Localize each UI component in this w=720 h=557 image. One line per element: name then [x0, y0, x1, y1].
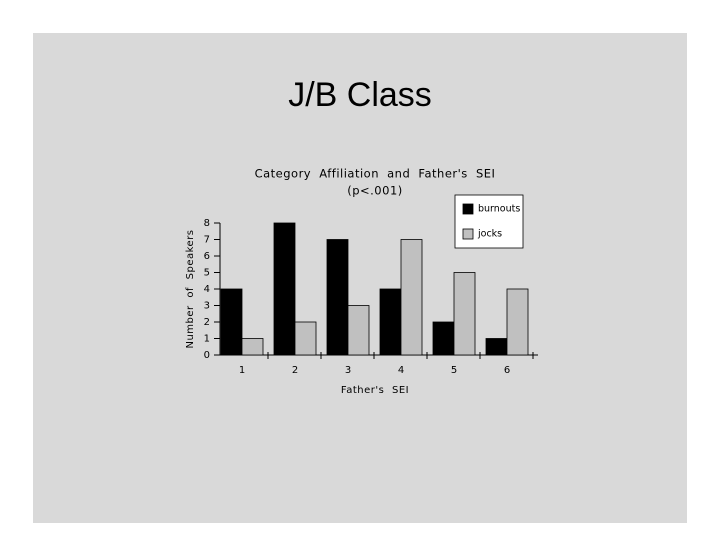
y-tick-label: 8 [204, 218, 210, 229]
bar [485, 338, 508, 356]
y-tick-label: 3 [204, 301, 210, 312]
x-tick-label: 6 [504, 365, 510, 376]
bar [241, 338, 264, 356]
y-tick-label: 0 [204, 350, 210, 361]
y-axis-label: Number of Speakers [185, 229, 196, 348]
legend-swatch [462, 203, 474, 215]
slide-title: J/B Class [288, 76, 432, 114]
bar [273, 222, 296, 356]
y-tick-label: 4 [204, 284, 210, 295]
slide [33, 33, 687, 523]
legend-label: burnouts [478, 204, 520, 215]
x-tick-label: 1 [239, 365, 245, 376]
x-tick-label: 3 [345, 365, 351, 376]
chart-subtitle: (p<.001) [347, 184, 403, 198]
bar [379, 288, 402, 356]
x-tick-label: 4 [398, 365, 404, 376]
bar [220, 288, 243, 356]
legend-label: jocks [477, 229, 502, 240]
y-tick-label: 1 [204, 334, 210, 345]
bar [506, 288, 529, 356]
bar [347, 305, 370, 356]
y-tick-label: 6 [204, 251, 210, 262]
bar [432, 321, 455, 356]
bar [326, 239, 349, 356]
bar [453, 272, 476, 356]
legend-swatch [462, 228, 474, 240]
y-tick-label: 7 [204, 235, 210, 246]
bar [400, 239, 423, 356]
chart-title: Category Affiliation and Father's SEI [255, 167, 496, 181]
x-tick-label: 2 [292, 365, 298, 376]
y-tick-label: 2 [204, 317, 210, 328]
x-axis-label: Father's SEI [341, 385, 409, 396]
x-tick-label: 5 [451, 365, 457, 376]
bar [294, 321, 317, 356]
y-tick-label: 5 [204, 268, 210, 279]
